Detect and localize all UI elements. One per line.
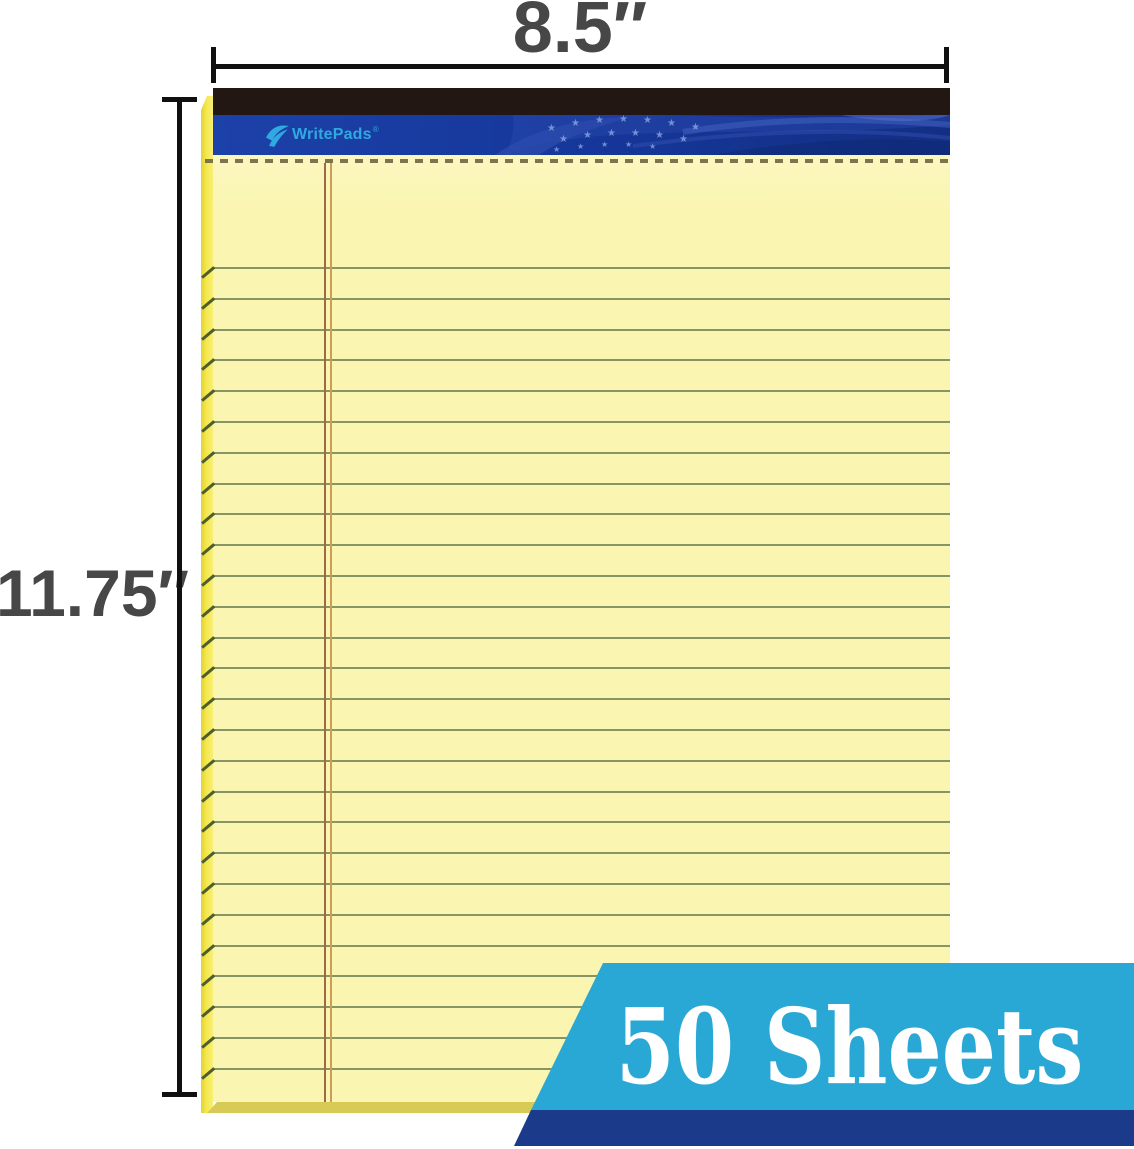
svg-text:★: ★ bbox=[547, 123, 556, 134]
svg-text:★: ★ bbox=[607, 128, 616, 139]
perforation-line bbox=[205, 159, 950, 163]
svg-text:★: ★ bbox=[679, 134, 688, 145]
banner-background bbox=[531, 963, 1134, 1110]
width-dimension-line bbox=[213, 64, 948, 69]
rule-line bbox=[213, 729, 950, 731]
brand-name: WritePads bbox=[292, 126, 372, 143]
width-dimension-label: 8.5″ bbox=[512, 0, 648, 68]
rule-line bbox=[213, 975, 950, 978]
sheet-count-banner: 50 Sheets bbox=[505, 963, 1134, 1146]
svg-text:★: ★ bbox=[577, 142, 584, 151]
rule-line bbox=[213, 421, 950, 423]
svg-text:★: ★ bbox=[619, 115, 628, 125]
rule-line bbox=[213, 297, 950, 300]
rule-line bbox=[213, 575, 950, 577]
rule-line bbox=[213, 852, 950, 855]
svg-text:★: ★ bbox=[667, 118, 676, 129]
height-dimension-top-tick bbox=[162, 97, 197, 102]
height-dimension-label: 11.75″ bbox=[0, 556, 190, 630]
rule-line bbox=[213, 636, 950, 639]
svg-text:★: ★ bbox=[655, 130, 664, 141]
svg-text:★: ★ bbox=[583, 130, 592, 141]
rule-line bbox=[213, 359, 950, 362]
svg-text:★: ★ bbox=[625, 140, 632, 149]
sheet-stack-edge bbox=[201, 96, 213, 1113]
rule-line bbox=[213, 605, 950, 608]
rule-line bbox=[213, 390, 950, 393]
rule-line bbox=[213, 482, 950, 485]
height-dimension-line bbox=[177, 99, 182, 1096]
registered-trademark: ® bbox=[372, 124, 379, 134]
rule-line bbox=[213, 821, 950, 824]
header-band: ★ ★ ★ ★ ★ ★ ★ ★ ★ ★ ★ ★ ★ ★ ★ ★ ★ ★ WritePads ® bbox=[213, 115, 950, 155]
rule-line bbox=[213, 328, 950, 331]
rule-line bbox=[213, 698, 950, 701]
svg-text:★: ★ bbox=[571, 118, 580, 129]
rule-line bbox=[213, 451, 950, 454]
width-dimension-right-tick bbox=[944, 47, 949, 83]
brand-logo: WritePads ® bbox=[265, 121, 379, 149]
paper-sheet bbox=[201, 155, 950, 1102]
width-dimension-left-tick bbox=[211, 47, 216, 83]
pen-swoosh-icon bbox=[266, 125, 289, 147]
svg-text:★: ★ bbox=[649, 142, 656, 151]
svg-text:★: ★ bbox=[643, 115, 652, 126]
rule-line bbox=[213, 759, 950, 762]
american-flag-graphic: ★ ★ ★ ★ ★ ★ ★ ★ ★ ★ ★ ★ ★ ★ ★ ★ ★ ★ bbox=[495, 115, 950, 155]
rule-line bbox=[213, 513, 950, 516]
svg-text:★: ★ bbox=[691, 122, 700, 133]
margin-line-outer bbox=[330, 163, 332, 1102]
rule-line bbox=[213, 944, 950, 947]
height-dimension-bottom-tick bbox=[162, 1092, 197, 1097]
rule-line bbox=[213, 883, 950, 885]
svg-text:★: ★ bbox=[631, 128, 640, 139]
svg-text:★: ★ bbox=[553, 145, 560, 154]
rule-line bbox=[213, 913, 950, 916]
svg-text:★: ★ bbox=[595, 115, 604, 126]
binding-strip bbox=[213, 88, 950, 115]
rule-line bbox=[213, 790, 950, 793]
svg-text:★: ★ bbox=[601, 140, 608, 149]
banner-stripe bbox=[514, 1110, 1134, 1146]
svg-text:★: ★ bbox=[559, 134, 568, 145]
sheet-count-label: 50 Sheets bbox=[615, 985, 1084, 1108]
rule-line bbox=[213, 667, 950, 670]
rule-line bbox=[213, 267, 950, 269]
rule-line bbox=[213, 544, 950, 547]
margin-line-inner bbox=[324, 163, 326, 1102]
